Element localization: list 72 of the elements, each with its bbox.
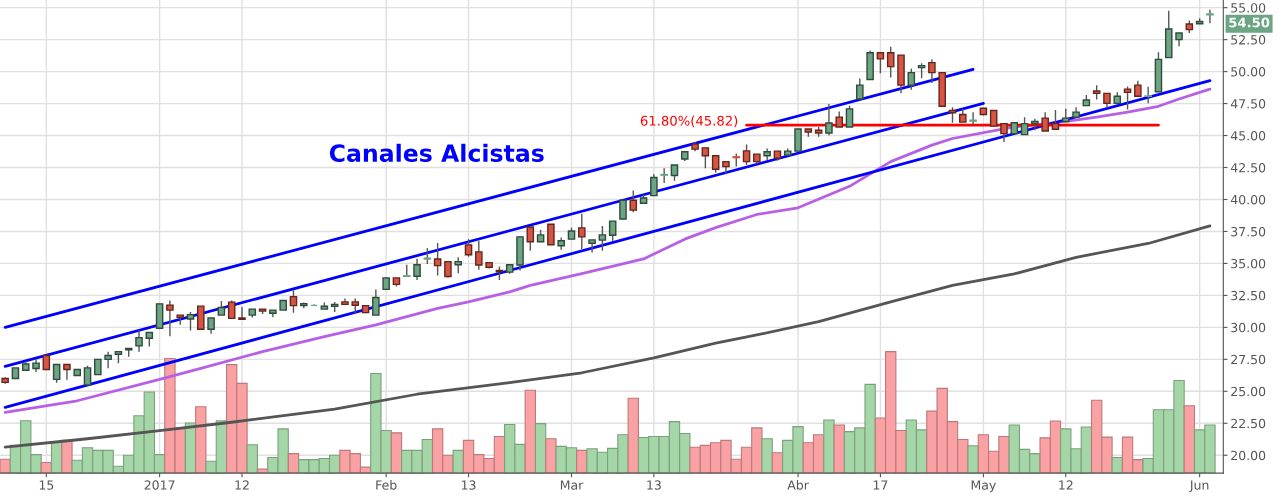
y-tick-label: 30.00 [1231, 322, 1266, 333]
y-tick-label: 37.50 [1231, 226, 1266, 237]
x-tick-label: Abr [787, 480, 809, 490]
candlestick [1051, 109, 1060, 130]
candlestick [629, 189, 638, 213]
candlestick [578, 213, 586, 250]
x-tick-label: 12 [1059, 480, 1073, 490]
x-tick-label: 13 [647, 480, 661, 490]
candlestick [588, 239, 596, 254]
candlestick [433, 242, 442, 277]
x-tick-label: Mar [560, 480, 584, 490]
line-series [3, 224, 1212, 449]
candlestick [660, 167, 668, 184]
x-tick-label: May [971, 480, 996, 493]
x-tick-label: 15 [39, 480, 54, 490]
candlestick [742, 143, 751, 166]
candlestick [845, 104, 854, 128]
candlestick [104, 350, 112, 369]
candlestick [547, 223, 555, 246]
candlestick [928, 58, 936, 84]
y-tick-label: 50.00 [1231, 67, 1266, 77]
candlestick [1206, 9, 1214, 24]
y-tick-label: 40.00 [1230, 194, 1266, 205]
x-tick-label: 12 [235, 480, 249, 490]
candlestick [1041, 111, 1049, 132]
annotation: Canales Alcistas [329, 143, 544, 163]
y-tick-label: 27.50 [1231, 354, 1266, 365]
series-label: 61.80%(45.82) [640, 115, 738, 128]
candlestick [526, 226, 535, 252]
candlestick [52, 363, 61, 384]
candlestick [856, 77, 864, 100]
candlestick [886, 46, 895, 79]
y-tick-label: 45.00 [1230, 131, 1266, 141]
y-tick-label: 25.00 [1231, 386, 1266, 397]
candlestick [1031, 118, 1039, 132]
candlestick [825, 103, 833, 136]
candlestick [794, 128, 802, 152]
candlestick [907, 67, 916, 91]
candlestick [701, 147, 710, 169]
y-tick-label: 47.50 [1230, 99, 1266, 109]
x-tick-label: Feb [376, 480, 397, 490]
candlestick [63, 363, 71, 381]
candlestick [413, 257, 421, 281]
candlestick [372, 288, 380, 316]
y-tick-label: 32.50 [1231, 290, 1266, 301]
candlestick [1144, 86, 1152, 105]
candlestick [197, 305, 205, 330]
candlestick [876, 52, 885, 74]
candlestick [1000, 122, 1008, 143]
x-tick-label: Jun [1189, 480, 1209, 493]
candlestick [608, 220, 617, 242]
y-tick-label: 52.50 [1231, 35, 1266, 45]
candlestick [166, 299, 174, 338]
x-tick-label: 13 [461, 480, 476, 490]
candlestick [969, 111, 977, 126]
candlestick [135, 329, 143, 353]
y-tick-label: 20.00 [1231, 450, 1266, 461]
candlestick [238, 306, 246, 321]
candlestick [186, 311, 195, 332]
candlestick [650, 173, 658, 197]
candlestick [1123, 85, 1132, 111]
y-tick-label: 35.00 [1231, 258, 1266, 269]
candlestick [598, 225, 607, 252]
candlestick [619, 199, 627, 220]
y-tick-label: 42.50 [1230, 162, 1266, 173]
text: 54.50 [1229, 17, 1270, 28]
x-tick-label: 2017 [144, 480, 175, 490]
y-tick-label: 22.50 [1231, 418, 1266, 429]
y-tick-label: 55.00 [1231, 3, 1266, 13]
candlestick [475, 240, 483, 271]
candlestick [289, 289, 298, 314]
x-tick-label: 17 [873, 480, 888, 490]
